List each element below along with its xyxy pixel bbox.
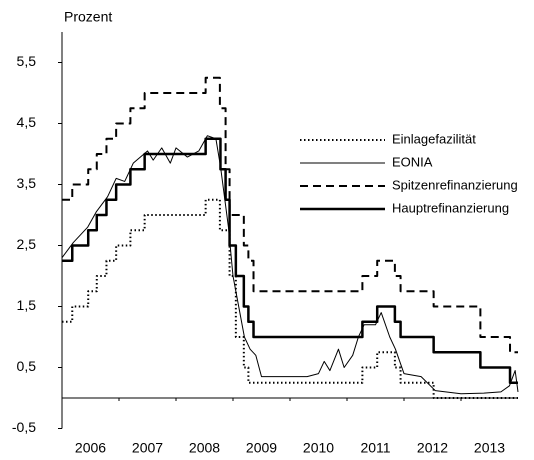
legend-label: Einlagefazilität xyxy=(392,131,476,146)
y-tick-label: 0,5 xyxy=(17,358,37,374)
x-tick-label: 2009 xyxy=(246,440,277,456)
series-line xyxy=(62,198,518,399)
legend-label: Spitzenrefinanzierung xyxy=(392,177,518,192)
y-tick-label: -0,5 xyxy=(12,419,36,435)
y-tick-label: 2,5 xyxy=(17,236,37,252)
legend-label: Hauptrefinanzierung xyxy=(392,200,509,215)
x-tick-label: 2008 xyxy=(189,440,220,456)
series-line xyxy=(61,135,519,395)
series-line xyxy=(62,137,518,384)
x-tick-label: 2013 xyxy=(474,440,505,456)
series-line xyxy=(62,76,518,354)
x-tick-label: 2006 xyxy=(75,440,106,456)
x-tick-label: 2012 xyxy=(417,440,448,456)
y-tick-label: 3,5 xyxy=(17,175,37,191)
legend-label: EONIA xyxy=(392,154,433,169)
y-axis-label: Prozent xyxy=(64,9,112,25)
x-tick-label: 2010 xyxy=(303,440,334,456)
x-tick-label: 2007 xyxy=(132,440,163,456)
y-tick-label: 4,5 xyxy=(17,114,37,130)
x-tick-label: 2011 xyxy=(360,440,390,456)
y-tick-label: 1,5 xyxy=(17,297,37,313)
y-tick-label: 5,5 xyxy=(17,53,37,69)
